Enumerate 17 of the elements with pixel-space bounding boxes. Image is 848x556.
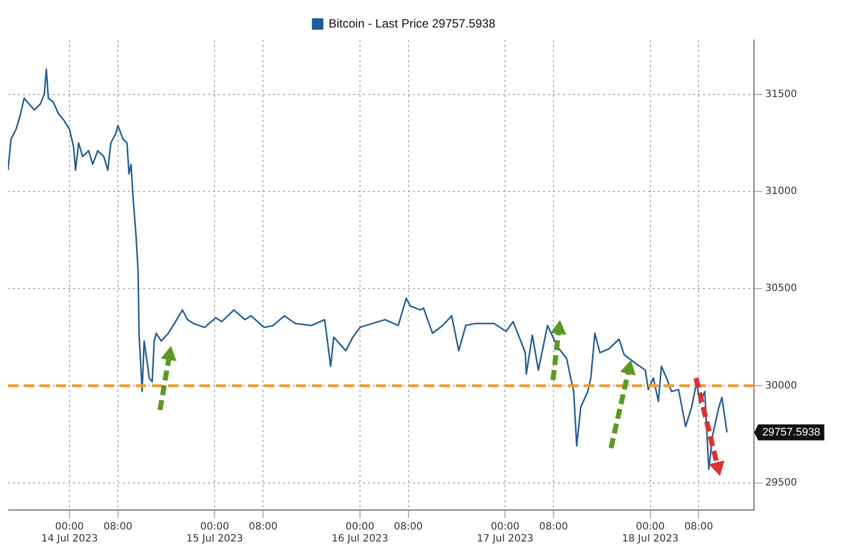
legend-label: Bitcoin - Last Price 29757.5938 (328, 16, 496, 30)
y-tick-label: 30000 (765, 380, 797, 392)
x-tick-label: 00:00 15 Jul 2023 (186, 522, 244, 545)
x-tick-label: 00:00 18 Jul 2023 (622, 522, 679, 545)
x-tick-label: 00:00 14 Jul 2023 (41, 522, 98, 545)
x-tick-label: 08:00 (103, 522, 132, 533)
x-tick-label: 00:00 17 Jul 2023 (476, 522, 534, 545)
x-tick-label: 08:00 (394, 522, 423, 533)
x-tick-label: 00:00 16 Jul 2023 (332, 522, 388, 545)
x-tick-label: 08:00 (248, 522, 278, 533)
x-tick-label: 08:00 (684, 522, 714, 533)
y-tick-label: 29500 (765, 477, 797, 488)
y-tick-label: 30500 (765, 283, 797, 294)
y-tick-label: 31500 (765, 88, 797, 100)
x-tick-label: 08:00 (539, 522, 568, 533)
text: 29757.5938 (762, 426, 820, 438)
y-tick-label: 31000 (765, 186, 797, 198)
